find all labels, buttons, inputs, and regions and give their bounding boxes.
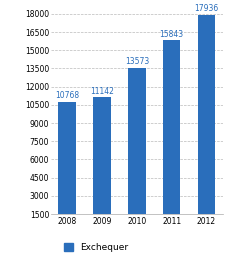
Text: 17936: 17936 [194, 4, 218, 13]
Text: 10768: 10768 [55, 91, 79, 100]
Text: 13573: 13573 [124, 57, 148, 66]
Bar [93, 97, 110, 232]
Text: 11142: 11142 [90, 87, 113, 96]
Legend: Exchequer: Exchequer [63, 243, 128, 252]
Bar [128, 68, 145, 232]
Bar [197, 15, 214, 232]
Text: 15843: 15843 [159, 29, 183, 39]
Bar [162, 40, 180, 232]
Bar [58, 102, 76, 232]
